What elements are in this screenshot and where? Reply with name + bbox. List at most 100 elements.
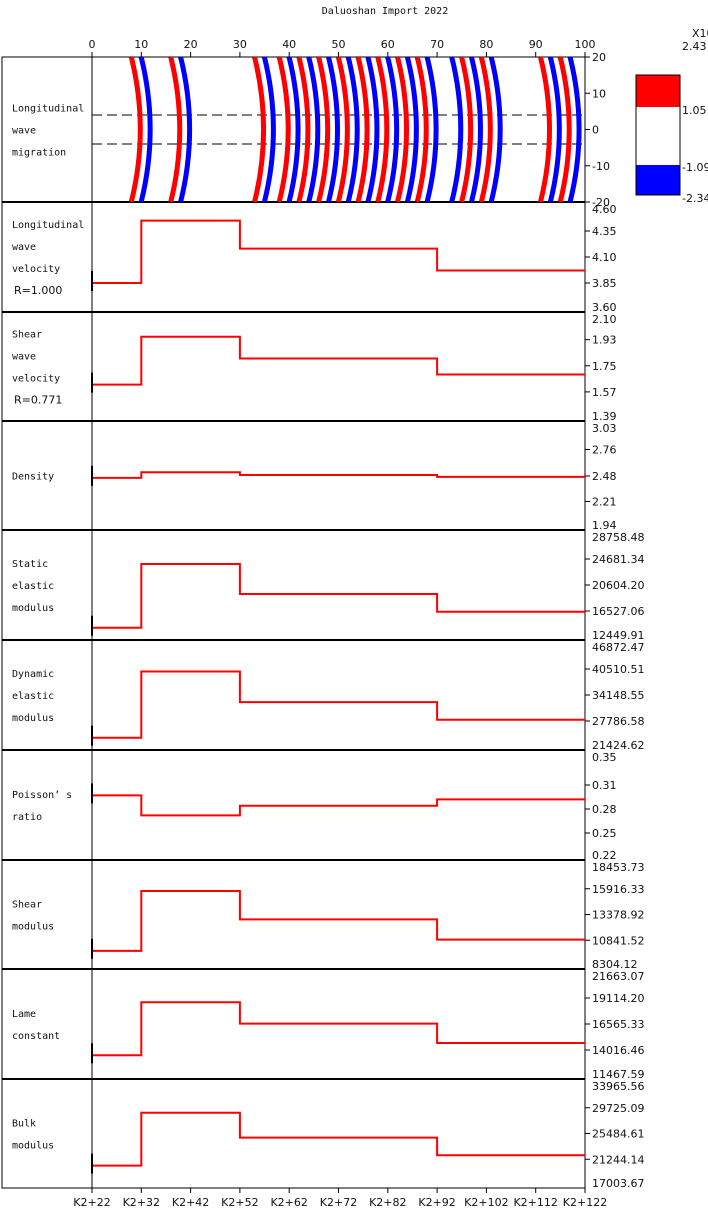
panel-y-tick-label: 17003.67 (592, 1177, 645, 1190)
bottom-axis-tick-label: K2+62 (270, 1196, 307, 1209)
panel-curve (92, 562, 585, 629)
panel-y-tick-label: 8304.12 (592, 958, 638, 971)
panel-y-tick-label: 3.03 (592, 422, 617, 435)
panel-label-line: velocity (12, 264, 60, 275)
panel-y-tick-label: 46872.47 (592, 641, 645, 654)
migration-wavefront (488, 57, 503, 202)
panel-y-tick-label: 29725.09 (592, 1102, 645, 1115)
panel-y-tick-label: 4.60 (592, 203, 617, 216)
colorbar-border (635, 74, 681, 196)
panel-y-tick-label: 25484.61 (592, 1128, 645, 1141)
migration-wavefront (326, 57, 340, 202)
panel-y-tick-label: 4.10 (592, 251, 617, 264)
panel-label-line: modulus (12, 713, 54, 724)
panel-y-tick-label: 0.31 (592, 779, 617, 792)
panel-y-tick-label: 16527.06 (592, 605, 645, 618)
panel-label-line: Poisson’ s (12, 790, 72, 801)
top-axis-tick-label: 0 (89, 38, 96, 51)
migration-wavefront (128, 57, 143, 202)
panel-y-tick-label: 21244.14 (592, 1153, 645, 1166)
migration-wavefront (404, 57, 419, 202)
bottom-axis-tick-label: K2+102 (464, 1196, 508, 1209)
panel-label-line: wave (12, 352, 36, 363)
migration-wavefront (296, 57, 311, 202)
panel-y-tick-label: 12449.91 (592, 629, 645, 642)
colorbar-negative (636, 165, 680, 195)
panel-label-line: Dynamic (12, 669, 54, 680)
colorbar-neutral (636, 107, 680, 165)
bottom-axis-tick-label: K2+52 (221, 1196, 258, 1209)
panel-label-line: modulus (12, 922, 54, 933)
panel-curve (92, 670, 585, 739)
panel-label-line: Longitudinal (12, 104, 84, 115)
migration-y-tick-label: 0 (592, 124, 599, 137)
panel-label-line: R=1.000 (14, 284, 62, 297)
colorbar: X102.43 1.05 -1.09 -2.34 (635, 27, 708, 205)
migration-wavefront (414, 57, 429, 202)
migration-wavefront (178, 57, 193, 202)
top-axis-tick-label: 10 (134, 38, 148, 51)
panel-curve (92, 471, 585, 479)
panel-label-line: modulus (12, 1141, 54, 1152)
panel-curve (92, 1111, 585, 1167)
migration-wavefront (557, 57, 572, 202)
colorbar-multiplier: X10 (692, 27, 708, 40)
panel-label-line: velocity (12, 374, 60, 385)
migration-wavefront (261, 57, 276, 202)
migration-wavefront (547, 57, 562, 202)
panels-layer: Longitudinal wave migration Longitudinal wav… (12, 104, 585, 1174)
panel-label-line: elastic (12, 691, 54, 702)
migration-y-tick-label: -10 (592, 160, 610, 173)
panel-label-line: Density (12, 472, 54, 483)
migration-wavefront (316, 57, 331, 202)
panel-y-tick-label: 16565.33 (592, 1018, 645, 1031)
migration-wavefront (375, 57, 390, 202)
migration-wavefront (449, 57, 464, 202)
migration-wavefront (538, 57, 552, 202)
panel-y-tick-label: 18453.73 (592, 861, 645, 874)
panel-label-line: ratio (12, 812, 42, 823)
panel-y-tick-label: 1.75 (592, 360, 617, 373)
panel-y-tick-label: 1.94 (592, 519, 617, 532)
panel-curve (92, 1001, 585, 1057)
migration-wavefront (395, 57, 409, 202)
top-axis-tick-label: 80 (479, 38, 493, 51)
migration-wavefront (276, 57, 291, 202)
panel-label-line: wave (12, 126, 36, 137)
panel-y-tick-label: 1.57 (592, 386, 617, 399)
top-axis-tick-label: 90 (529, 38, 543, 51)
migration-y-tick-label: -20 (592, 196, 610, 209)
panel-y-tick-label: 0.22 (592, 849, 617, 862)
migration-wavefront (286, 57, 301, 202)
colorbar-positive (636, 75, 680, 107)
panel-y-tick-label: 15916.33 (592, 883, 645, 896)
top-axis-tick-label: 70 (430, 38, 444, 51)
bottom-axis-tick-label: K2+22 (73, 1196, 110, 1209)
panel-label-line: modulus (12, 603, 54, 614)
panel-y-tick-label: 2.21 (592, 495, 617, 508)
figure-title: Daluoshan Import 2022 (322, 6, 448, 17)
migration-y-tick-label: 20 (592, 51, 606, 64)
colorbar-label: -1.09 (682, 161, 708, 174)
top-axis-tick-label: 30 (233, 38, 247, 51)
figure-frame (1, 56, 586, 1189)
migration-layer (128, 57, 582, 202)
migration-wavefront (365, 57, 380, 202)
colorbar-label: -2.34 (682, 192, 708, 205)
panel-y-tick-label: 10841.52 (592, 934, 645, 947)
panel-y-tick-label: 3.60 (592, 301, 617, 314)
top-axis-tick-label: 50 (332, 38, 346, 51)
panel-y-tick-label: 33965.56 (592, 1080, 645, 1093)
panel-y-tick-label: 24681.34 (592, 553, 645, 566)
bottom-axis-tick-label: K2+122 (563, 1196, 607, 1209)
migration-y-tick-label: 10 (592, 87, 606, 100)
migration-wavefront (385, 57, 400, 202)
top-axis-tick-label: 40 (282, 38, 296, 51)
panel-curve (92, 335, 585, 386)
panel-label-line: Static (12, 559, 48, 570)
panel-y-tick-label: 28758.48 (592, 531, 645, 544)
migration-wavefront (478, 57, 493, 202)
panel-y-tick-label: 27786.58 (592, 715, 645, 728)
